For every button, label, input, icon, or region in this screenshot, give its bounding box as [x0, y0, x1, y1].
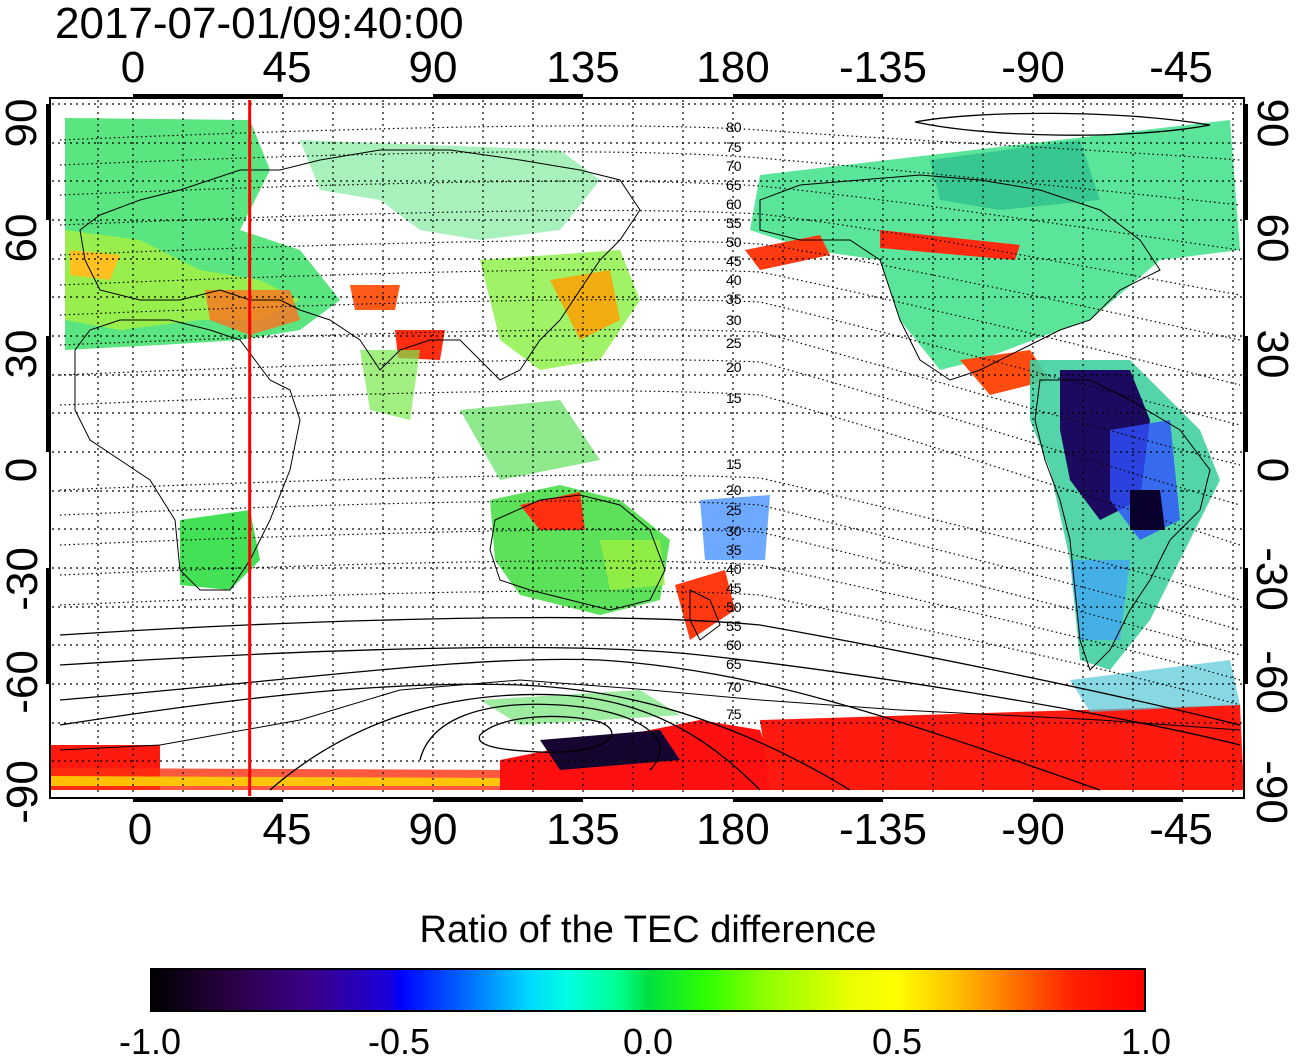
south-label-35: 35 — [726, 542, 742, 558]
bottom-tick-neg90: -90 — [1001, 805, 1065, 854]
colorbar-label-max: 1.0 — [1120, 1021, 1172, 1062]
top-tick-0: 0 — [120, 43, 146, 92]
contour-labels: 80 75 70 65 60 55 50 45 40 35 30 25 20 1… — [726, 119, 742, 722]
colorbar — [150, 968, 1146, 1012]
south-label-70: 70 — [726, 679, 742, 695]
south-label-75: 75 — [726, 706, 742, 722]
south-label-60: 60 — [726, 637, 742, 653]
top-tick-180: 180 — [696, 43, 770, 92]
south-label-20: 20 — [726, 482, 742, 498]
colorbar-label-zero: 0.0 — [622, 1021, 674, 1062]
bottom-tick-90: 90 — [408, 805, 458, 854]
top-tick-90: 90 — [408, 43, 458, 92]
north-label-80: 80 — [726, 119, 742, 135]
bottom-tick-135: 135 — [546, 805, 620, 854]
tec-data-layer — [50, 118, 1244, 790]
south-label-40: 40 — [726, 561, 742, 577]
magnetic-contours-south — [59, 112, 1241, 791]
north-label-40: 40 — [726, 272, 742, 288]
south-label-45: 45 — [726, 580, 742, 596]
north-label-25: 25 — [726, 335, 742, 351]
bottom-tick-0: 0 — [127, 805, 153, 854]
bottom-tick-180: 180 — [696, 805, 770, 854]
north-label-55: 55 — [726, 215, 742, 231]
top-tick-neg90: -90 — [1001, 43, 1065, 92]
north-label-30: 30 — [726, 312, 742, 328]
south-label-30: 30 — [726, 523, 742, 539]
north-label-15: 15 — [726, 390, 742, 406]
north-label-35: 35 — [726, 291, 742, 307]
north-label-60: 60 — [726, 196, 742, 212]
north-label-70: 70 — [726, 158, 742, 174]
north-label-75: 75 — [726, 139, 742, 155]
timestamp: 2017-07-01/09:40:00 — [55, 0, 464, 48]
top-tick-135: 135 — [546, 43, 620, 92]
colorbar-label-neg-half: -0.5 — [367, 1021, 431, 1062]
north-label-50: 50 — [726, 234, 742, 250]
bottom-tick-neg135: -135 — [838, 805, 928, 854]
south-label-55: 55 — [726, 618, 742, 634]
south-label-15: 15 — [726, 456, 742, 472]
coastlines — [59, 149, 1241, 751]
colorbar-label-min: -1.0 — [118, 1021, 182, 1062]
north-label-45: 45 — [726, 253, 742, 269]
north-label-65: 65 — [726, 177, 742, 193]
bottom-tick-45: 45 — [262, 805, 312, 854]
top-tick-neg135: -135 — [838, 43, 928, 92]
frame-scale-bars — [46, 94, 1248, 802]
south-label-25: 25 — [726, 502, 742, 518]
top-tick-45: 45 — [262, 43, 312, 92]
south-label-50: 50 — [726, 599, 742, 615]
top-tick-neg45: -45 — [1149, 43, 1213, 92]
colorbar-label-half: 0.5 — [871, 1021, 923, 1062]
north-label-20: 20 — [726, 359, 742, 375]
south-label-65: 65 — [726, 656, 742, 672]
colorbar-title: Ratio of the TEC difference — [419, 909, 877, 951]
bottom-tick-neg45: -45 — [1149, 805, 1213, 854]
